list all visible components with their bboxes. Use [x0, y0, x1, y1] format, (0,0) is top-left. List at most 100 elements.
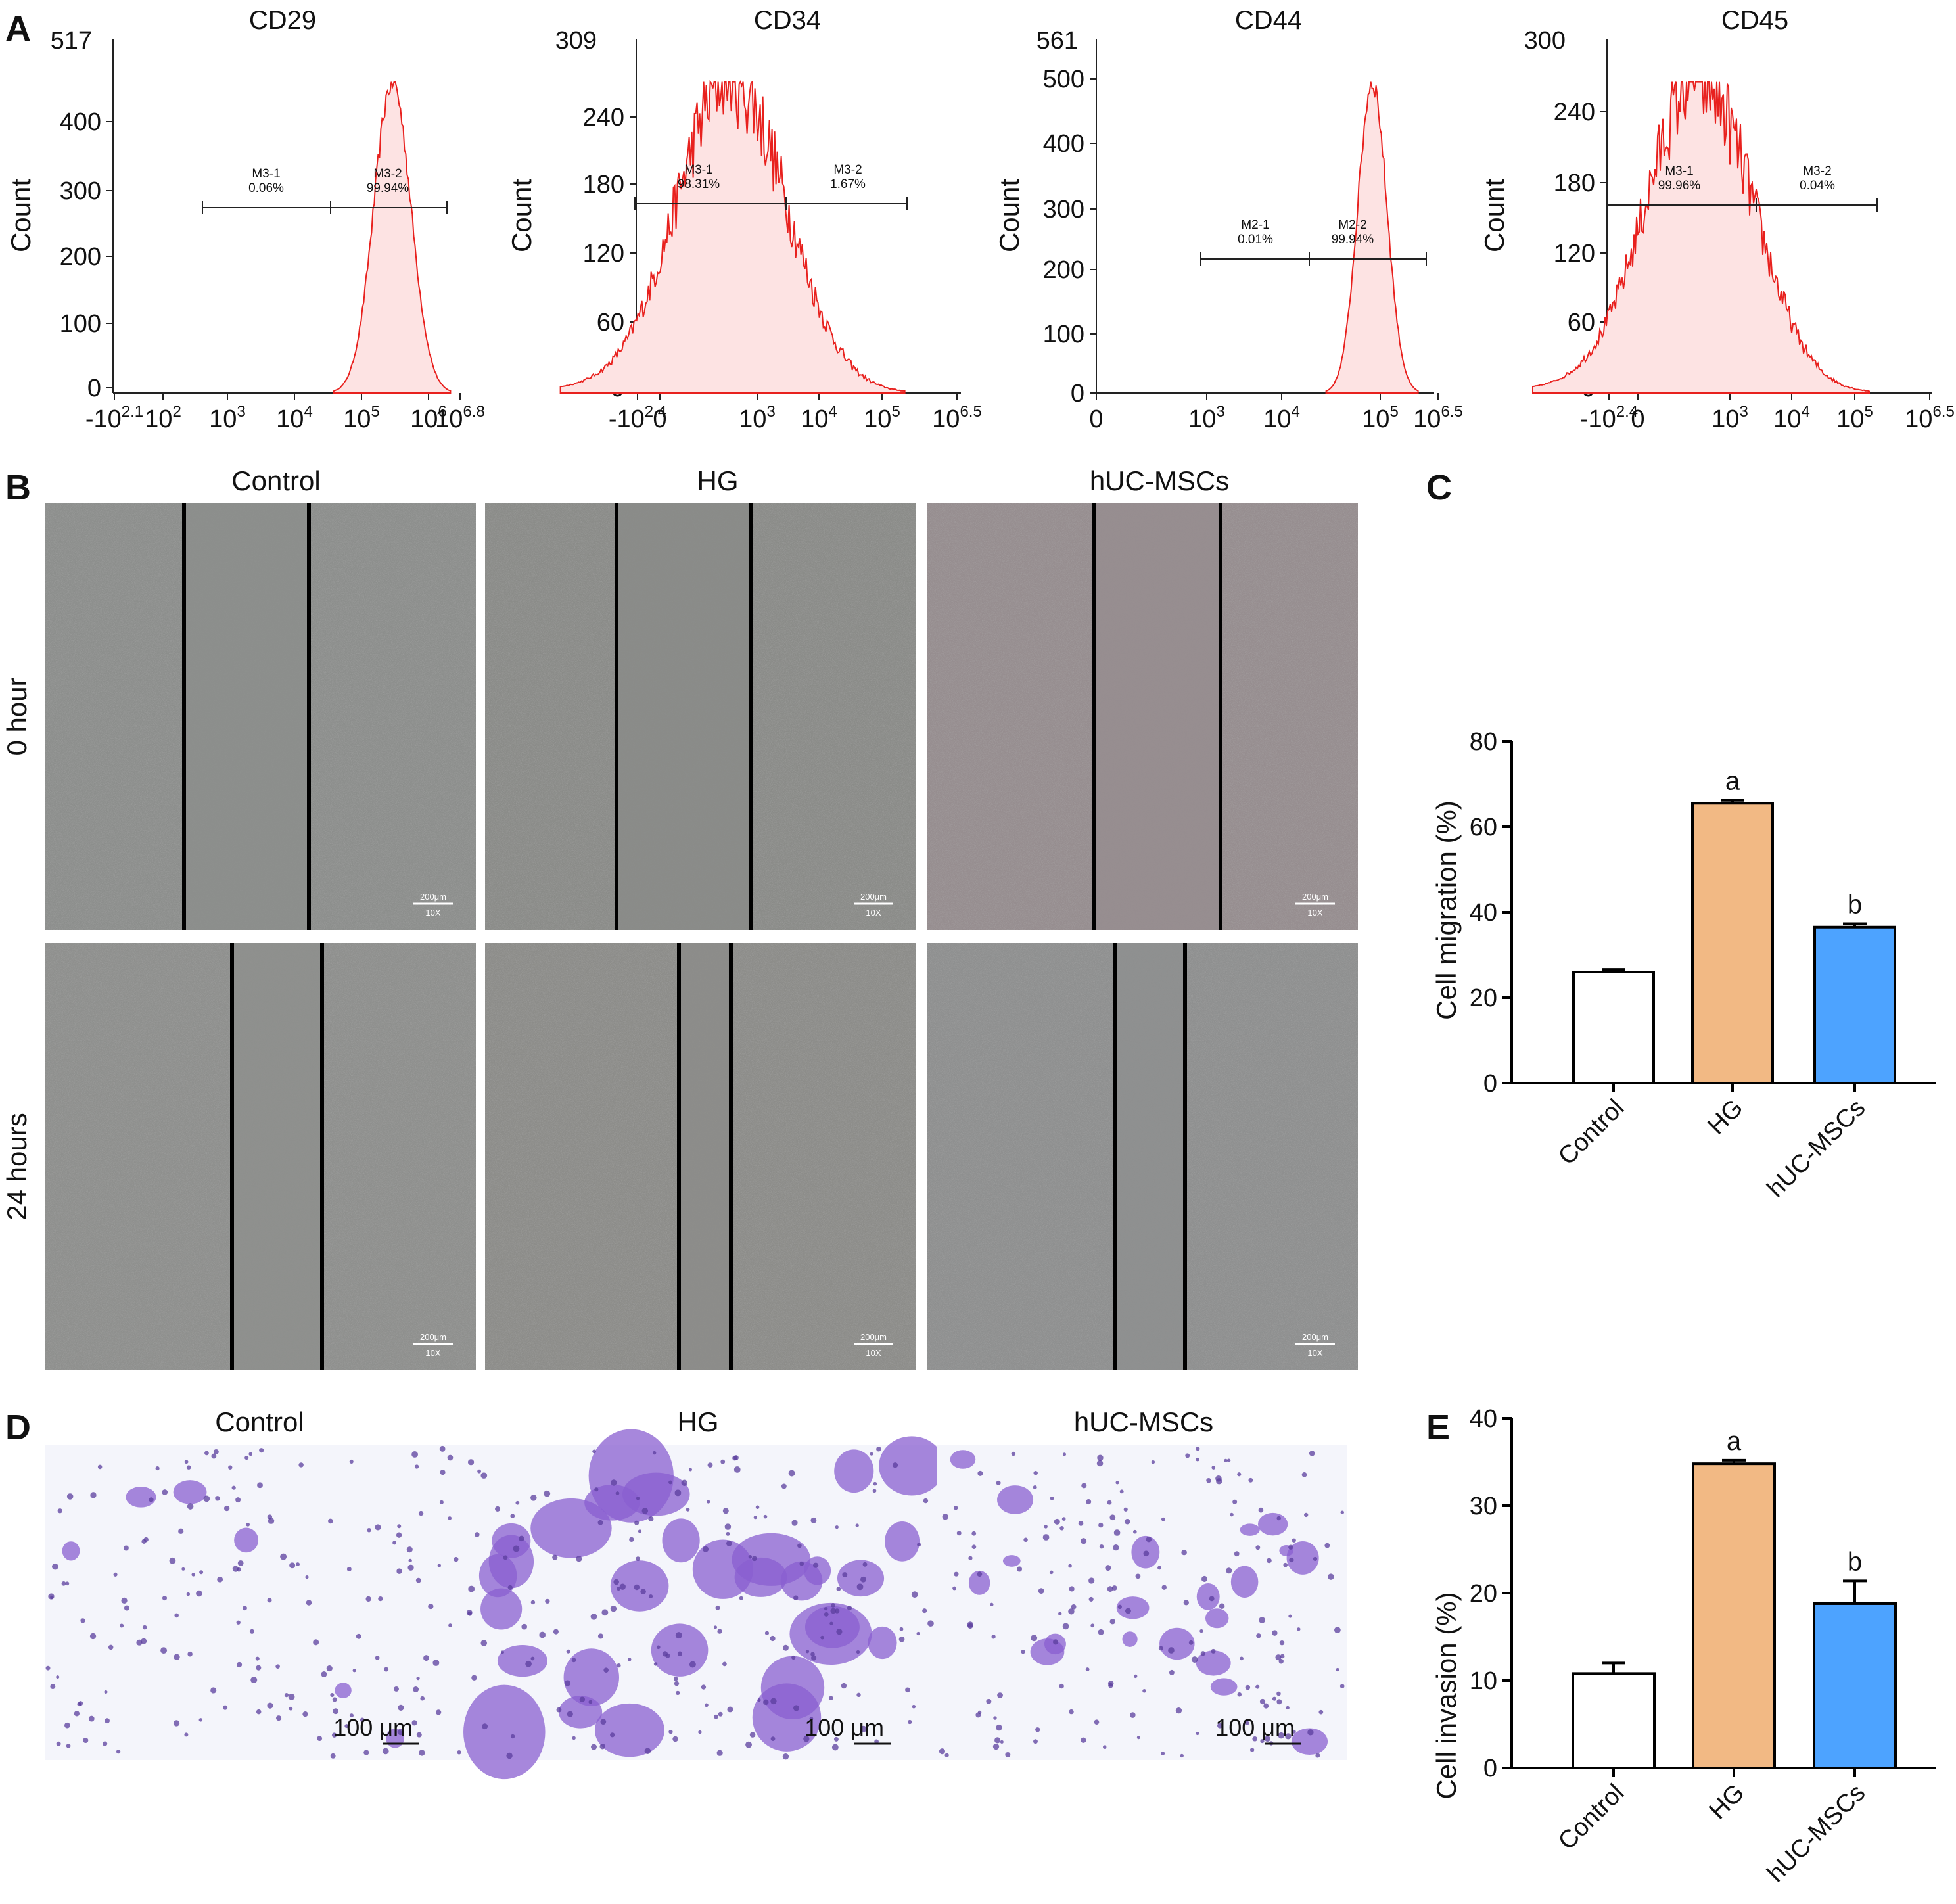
membrane-pore-dot: [703, 1546, 709, 1552]
membrane-pore-dot: [977, 1571, 983, 1577]
membrane-pore-dot: [644, 1748, 651, 1755]
membrane-pore-dot: [1278, 1658, 1284, 1664]
membrane-pore-dot: [1081, 1737, 1086, 1743]
membrane-pore-dot: [1263, 1703, 1269, 1709]
membrane-pore-dot: [482, 1723, 488, 1730]
scratch-row-title-24h: 24 hours: [1, 1113, 32, 1220]
gate-percent: 99.94%: [367, 181, 409, 195]
y-tick-label: 180: [583, 171, 624, 198]
membrane-pore-dot: [1033, 1739, 1038, 1744]
x-tick-label: 104: [276, 403, 313, 433]
membrane-pore-dot: [178, 1528, 184, 1534]
membrane-pore-dot: [757, 1698, 761, 1702]
membrane-pore-dot: [507, 1585, 513, 1590]
invaded-cell-cluster: [1210, 1678, 1238, 1696]
membrane-pore-dot: [1134, 1674, 1138, 1679]
invaded-cell-cluster: [594, 1703, 664, 1757]
membrane-pore-dot: [1288, 1544, 1293, 1550]
x-tick-label: 0: [653, 406, 666, 433]
membrane-pore-dot: [506, 1752, 513, 1759]
scratch-column-title-hg: HG: [697, 465, 739, 496]
membrane-pore-dot: [52, 1563, 58, 1570]
invaded-cell-cluster: [1205, 1608, 1229, 1629]
membrane-pore-dot: [198, 1718, 203, 1722]
membrane-pore-dot: [1035, 1727, 1040, 1732]
membrane-pore-dot: [1234, 1551, 1240, 1557]
scale-bar-label: 200μm: [1302, 892, 1328, 902]
membrane-pore-dot: [1062, 1452, 1067, 1456]
bar: [1691, 802, 1774, 1084]
membrane-pore-dot: [892, 1462, 898, 1468]
membrane-pore-dot: [1260, 1739, 1265, 1744]
scratch-gap: [1094, 503, 1221, 930]
y-tick-label: 240: [1554, 99, 1595, 126]
membrane-pore-dot: [673, 1677, 678, 1681]
bar: [1572, 1672, 1656, 1770]
membrane-pore-dot: [870, 1452, 873, 1456]
membrane-pore-dot: [382, 1748, 389, 1755]
membrane-pore-dot: [576, 1556, 582, 1562]
membrane-pore-dot: [717, 1629, 722, 1634]
membrane-pore-dot: [1069, 1586, 1075, 1592]
membrane-pore-dot: [619, 1583, 626, 1590]
membrane-pore-dot: [414, 1464, 419, 1469]
membrane-pore-dot: [810, 1517, 817, 1523]
membrane-pore-dot: [223, 1505, 230, 1512]
membrane-pore-dot: [74, 1711, 80, 1717]
membrane-pore-dot: [597, 1633, 604, 1639]
membrane-pore-dot: [905, 1687, 910, 1693]
membrane-pore-dot: [1275, 1654, 1282, 1661]
membrane-pore-dot: [1328, 1573, 1334, 1580]
membrane-pore-dot: [64, 1722, 70, 1729]
membrane-pore-dot: [748, 1554, 753, 1559]
membrane-pore-dot: [467, 1459, 475, 1466]
membrane-pore-dot: [1113, 1544, 1119, 1551]
membrane-pore-dot: [288, 1693, 295, 1700]
membrane-pore-dot: [1206, 1478, 1211, 1483]
membrane-pore-dot: [803, 1736, 810, 1742]
membrane-pore-dot: [992, 1743, 1000, 1750]
y-tick-label: 400: [60, 108, 101, 136]
membrane-pore-dot: [284, 1693, 289, 1698]
membrane-pore-dot: [898, 1636, 905, 1642]
membrane-pore-dot: [267, 1598, 272, 1603]
membrane-pore-dot: [1185, 1453, 1190, 1458]
y-max-label: 517: [51, 27, 92, 55]
transwell-column-title-msc: hUC-MSCs: [1074, 1406, 1213, 1437]
membrane-pore-dot: [1301, 1472, 1307, 1477]
membrane-pore-dot: [1099, 1544, 1104, 1549]
membrane-pore-dot: [791, 1520, 798, 1526]
membrane-pore-dot: [841, 1683, 847, 1689]
membrane-pore-dot: [480, 1640, 488, 1646]
membrane-pore-dot: [475, 1532, 480, 1537]
membrane-pore-dot: [1224, 1458, 1228, 1462]
membrane-pore-dot: [174, 1654, 180, 1660]
y-axis-label: Count: [1479, 179, 1510, 252]
histogram-title: CD45: [1721, 6, 1788, 35]
y-tick-label: 0: [1483, 1755, 1497, 1782]
membrane-pore-dot: [124, 1605, 129, 1611]
histogram-title: CD44: [1235, 6, 1302, 35]
membrane-pore-dot: [681, 1479, 687, 1486]
membrane-pore-dot: [1230, 1512, 1234, 1517]
membrane-pore-dot: [1052, 1639, 1059, 1645]
membrane-pore-dot: [805, 1650, 810, 1654]
membrane-pore-dot: [1071, 1604, 1077, 1610]
membrane-pore-dot: [993, 1716, 997, 1720]
membrane-pore-dot: [830, 1608, 837, 1614]
membrane-pore-dot: [872, 1489, 877, 1493]
membrane-pore-dot: [1334, 1627, 1341, 1634]
y-tick-label: 0: [1483, 1070, 1497, 1098]
membrane-pore-dot: [1161, 1752, 1165, 1755]
membrane-pore-dot: [855, 1523, 859, 1527]
gate-name: M3-2: [373, 167, 402, 181]
membrane-pore-dot: [440, 1470, 446, 1475]
scratch-gap: [1115, 943, 1185, 1370]
membrane-pore-dot: [1226, 1567, 1232, 1574]
y-tick-label: 80: [1470, 728, 1497, 756]
y-tick-label: 200: [60, 243, 101, 271]
membrane-pore-dot: [1297, 1627, 1301, 1631]
membrane-pore-dot: [649, 1594, 653, 1598]
membrane-pore-dot: [1240, 1656, 1244, 1661]
